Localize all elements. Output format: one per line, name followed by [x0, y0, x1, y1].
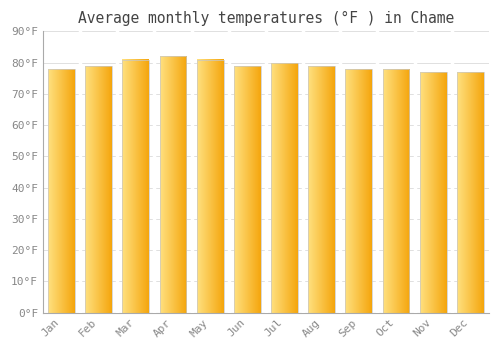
Bar [346, 69, 372, 313]
Bar [382, 69, 409, 313]
Bar [420, 72, 446, 313]
Bar [197, 60, 224, 313]
Title: Average monthly temperatures (°F ) in Chame: Average monthly temperatures (°F ) in Ch… [78, 11, 454, 26]
Bar [457, 72, 483, 313]
Bar [48, 69, 75, 313]
Bar [271, 63, 298, 313]
Bar [234, 66, 260, 313]
Bar [160, 56, 186, 313]
Bar [122, 60, 149, 313]
Bar [86, 66, 112, 313]
Bar [308, 66, 335, 313]
